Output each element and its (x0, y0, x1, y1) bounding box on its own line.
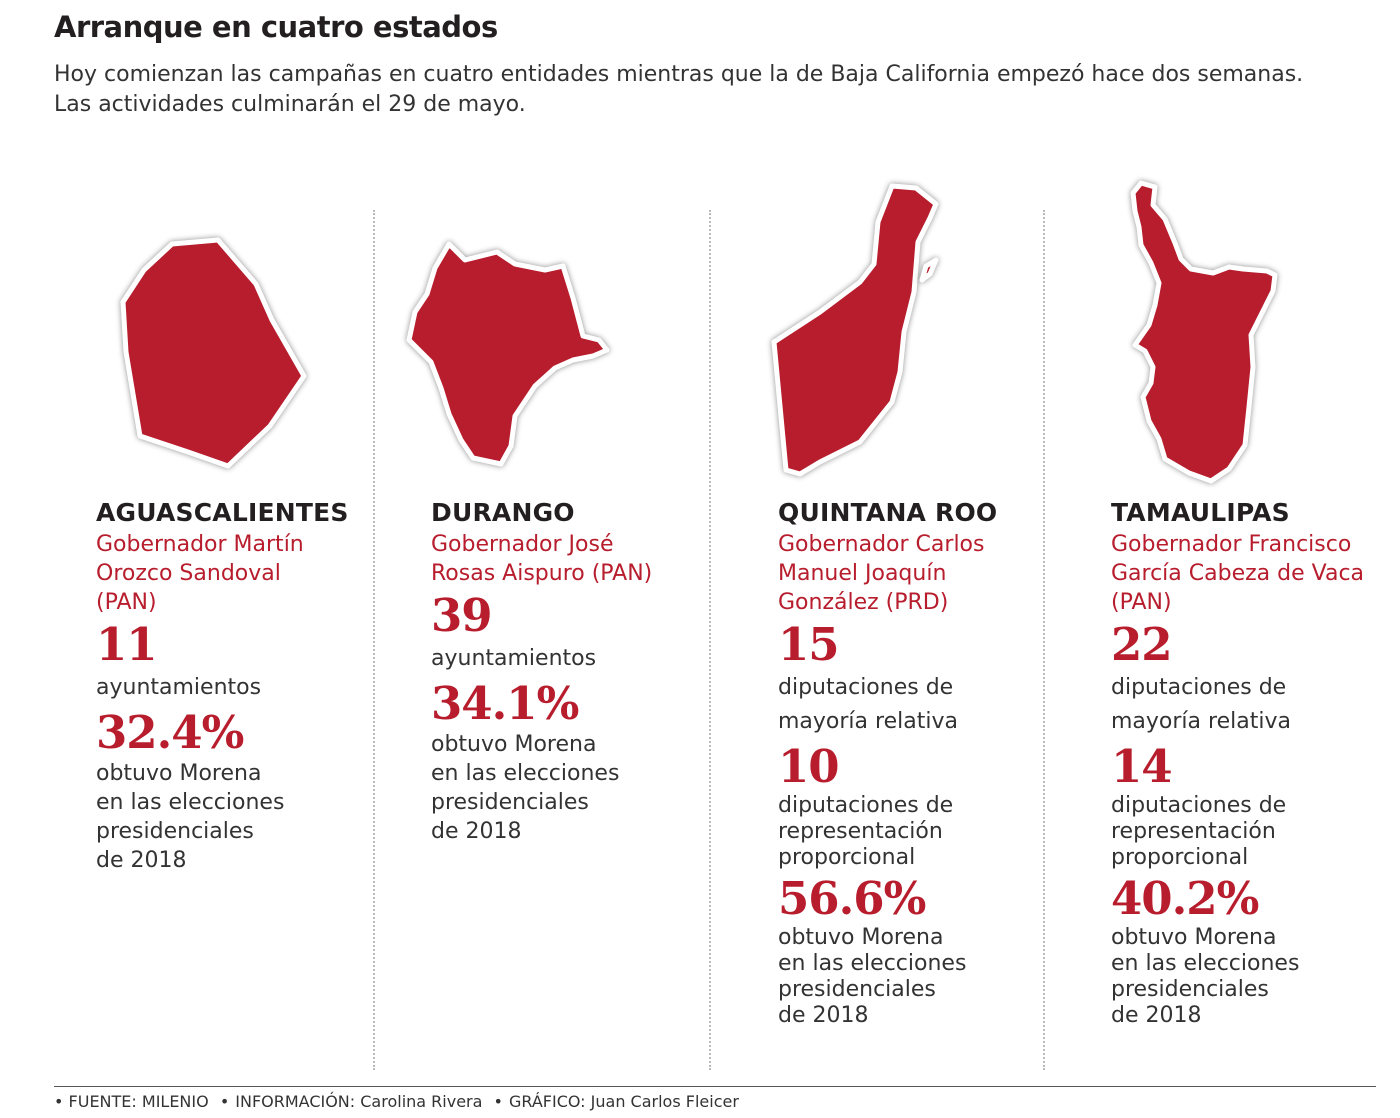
governor: Gobernador Francisco García Cabeza de Va… (1111, 530, 1381, 617)
governor-line: Gobernador Martín (96, 532, 304, 557)
footer-rule (54, 1086, 1376, 1087)
label-line: representación (778, 819, 943, 844)
stat-value-mayoria: 15 (778, 618, 840, 671)
label-line: presidenciales (96, 819, 254, 844)
stat-label-mayoria: diputaciones de mayoría relativa (1111, 671, 1381, 739)
label-line: mayoría relativa (778, 709, 958, 734)
bullet-icon: • (493, 1092, 503, 1111)
stat-label-ayuntamientos: ayuntamientos (431, 646, 597, 671)
governor-line: Gobernador Francisco (1111, 532, 1352, 557)
label-line: de 2018 (96, 848, 187, 873)
state-name: TAMAULIPAS (1111, 498, 1290, 527)
label-line: en las elecciones (1111, 951, 1300, 976)
state-card-durango: DURANGO Gobernador José Rosas Aispuro (P… (431, 496, 731, 846)
map-tamaulipas (1125, 175, 1285, 485)
quintana-roo-shape-icon (771, 183, 939, 477)
stat-label-mayoria: diputaciones de mayoría relativa (778, 671, 1078, 739)
label-line: proporcional (778, 845, 916, 870)
state-card-tamaulipas: TAMAULIPAS Gobernador Francisco García C… (1111, 496, 1381, 1029)
column-divider (709, 210, 711, 1070)
stat-label-representacion: diputaciones de representación proporcio… (1111, 793, 1381, 871)
label-line: obtuvo Morena (431, 732, 597, 757)
page-title: Arranque en cuatro estados (54, 10, 498, 44)
stat-label-morena: obtuvo Morena en las elecciones presiden… (96, 759, 396, 875)
label-line: presidenciales (431, 790, 589, 815)
governor-line: González (PRD) (778, 590, 949, 615)
label-line: mayoría relativa (1111, 709, 1291, 734)
label-line: en las elecciones (96, 790, 285, 815)
stat-value-morena: 56.6% (778, 872, 926, 925)
governor-line: Rosas Aispuro (PAN) (431, 561, 653, 586)
stat-value-ayuntamientos: 39 (431, 589, 493, 642)
label-line: de 2018 (1111, 1003, 1202, 1028)
label-line: representación (1111, 819, 1276, 844)
governor: Gobernador Carlos Manuel Joaquín Gonzále… (778, 530, 1078, 617)
footer-credits: • FUENTE: MILENIO • INFORMACIÓN: Carolina… (54, 1092, 739, 1111)
map-quintana-roo (760, 182, 950, 482)
governor-line: (PAN) (1111, 590, 1172, 615)
stat-value-representacion: 14 (1111, 740, 1173, 793)
label-line: de 2018 (778, 1003, 869, 1028)
stat-value-ayuntamientos: 11 (96, 618, 158, 671)
state-name: AGUASCALIENTES (96, 498, 349, 527)
governor-line: Orozco Sandoval (96, 561, 281, 586)
subtitle-line-1: Hoy comienzan las campañas en cuatro ent… (54, 62, 1304, 87)
state-card-quintana-roo: QUINTANA ROO Gobernador Carlos Manuel Jo… (778, 496, 1078, 1029)
page-subtitle: Hoy comienzan las campañas en cuatro ent… (54, 60, 1374, 120)
label-line: de 2018 (431, 819, 522, 844)
stat-value-representacion: 10 (778, 740, 840, 793)
label-line: presidenciales (1111, 977, 1269, 1002)
state-name: QUINTANA ROO (778, 498, 998, 527)
governor-line: García Cabeza de Vaca (1111, 561, 1365, 586)
label-line: presidenciales (778, 977, 936, 1002)
map-durango (405, 240, 615, 470)
label-line: en las elecciones (778, 951, 967, 976)
governor: Gobernador Martín Orozco Sandoval (PAN) (96, 530, 396, 617)
stat-label-morena: obtuvo Morena en las elecciones presiden… (778, 925, 1078, 1029)
label-line: obtuvo Morena (1111, 925, 1277, 950)
governor: Gobernador José Rosas Aispuro (PAN) (431, 530, 731, 588)
label-line: diputaciones de (778, 793, 954, 818)
label-line: diputaciones de (1111, 793, 1287, 818)
footer-source: FUENTE: MILENIO (68, 1092, 209, 1111)
aguascalientes-shape-icon (120, 237, 307, 469)
label-line: diputaciones de (1111, 675, 1287, 700)
label-line: en las elecciones (431, 761, 620, 786)
governor-line: (PAN) (96, 590, 157, 615)
governor-line: Gobernador José (431, 532, 614, 557)
bullet-icon: • (219, 1092, 230, 1111)
stat-label-morena: obtuvo Morena en las elecciones presiden… (431, 730, 731, 846)
column-divider (1043, 210, 1045, 1070)
governor-line: Gobernador Carlos (778, 532, 985, 557)
durango-shape-icon (406, 241, 610, 467)
stat-label-morena: obtuvo Morena en las elecciones presiden… (1111, 925, 1381, 1029)
stat-label-ayuntamientos: ayuntamientos (96, 675, 262, 700)
label-line: diputaciones de (778, 675, 954, 700)
stat-value-morena: 40.2% (1111, 872, 1259, 925)
governor-line: Manuel Joaquín (778, 561, 947, 586)
stat-value-morena: 34.1% (431, 677, 579, 730)
label-line: proporcional (1111, 845, 1249, 870)
stat-label-representacion: diputaciones de representación proporcio… (778, 793, 1078, 871)
label-line: obtuvo Morena (778, 925, 944, 950)
map-aguascalientes (120, 237, 310, 470)
tamaulipas-shape-icon (1130, 180, 1278, 484)
state-name: DURANGO (431, 498, 575, 527)
footer-graphic: GRÁFICO: Juan Carlos Fleicer (508, 1092, 739, 1111)
stat-value-morena: 32.4% (96, 706, 244, 759)
label-line: obtuvo Morena (96, 761, 262, 786)
subtitle-line-2: Las actividades culminarán el 29 de mayo… (54, 92, 526, 117)
state-card-aguascalientes: AGUASCALIENTES Gobernador Martín Orozco … (96, 496, 396, 875)
footer-info: INFORMACIÓN: Carolina Rivera (235, 1092, 483, 1111)
column-divider (373, 210, 375, 1070)
bullet-icon: • (54, 1092, 64, 1111)
stat-value-mayoria: 22 (1111, 618, 1173, 671)
